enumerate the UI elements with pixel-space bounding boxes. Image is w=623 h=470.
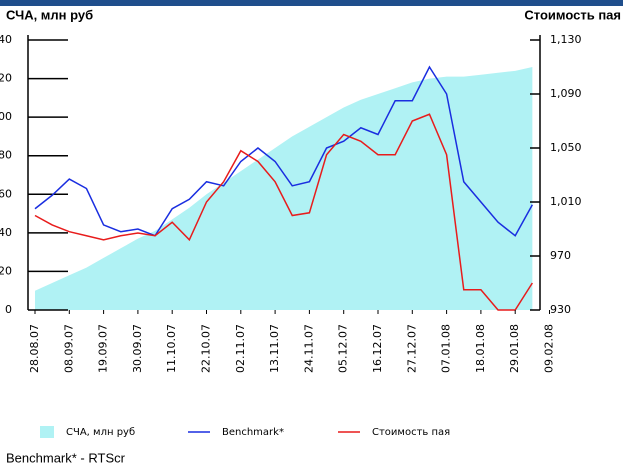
y-tick-label: 140 bbox=[0, 33, 12, 46]
line bbox=[34, 65, 534, 237]
y2-tick-label: 1,050 bbox=[550, 141, 582, 154]
y2-tick-label: 930 bbox=[550, 303, 571, 316]
x-tick-label: 11.10.07 bbox=[165, 324, 178, 373]
y2-axis-title: Стоимость пая bbox=[524, 7, 621, 22]
x-tick-label: 18.01.08 bbox=[474, 324, 487, 373]
line bbox=[34, 113, 533, 311]
y-tick-label: 60 bbox=[0, 187, 12, 200]
y2-tick-label: 1,130 bbox=[550, 33, 582, 46]
y-axis-title: СЧА, млн руб bbox=[6, 7, 93, 22]
x-tick-label: 29.01.08 bbox=[508, 324, 521, 373]
x-tick-label: 30.09.07 bbox=[131, 324, 144, 373]
header-band bbox=[0, 0, 623, 6]
x-tick-label: 05.12.07 bbox=[337, 324, 350, 373]
legend-swatch bbox=[40, 426, 54, 438]
x-tick-label: 27.12.07 bbox=[405, 324, 418, 373]
y-tick-label: 20 bbox=[0, 264, 12, 277]
y-tick-label: 100 bbox=[0, 110, 12, 123]
x-tick-label: 28.08.07 bbox=[28, 324, 41, 373]
area bbox=[35, 67, 533, 310]
legend-label: Benchmark* bbox=[222, 427, 284, 438]
x-tick-label: 22.10.07 bbox=[200, 324, 213, 373]
y-tick-label: 0 bbox=[5, 303, 12, 316]
x-tick-label: 08.09.07 bbox=[62, 324, 75, 373]
x-tick-label: 09.02.08 bbox=[543, 324, 556, 373]
x-tick-label: 07.01.08 bbox=[440, 324, 453, 373]
x-tick-label: 19.09.07 bbox=[97, 324, 110, 373]
y-tick-label: 40 bbox=[0, 226, 12, 239]
x-tick-label: 24.11.07 bbox=[302, 324, 315, 373]
footnote: Benchmark* - RTScr bbox=[6, 450, 126, 465]
x-tick-label: 16.12.07 bbox=[371, 324, 384, 373]
y-tick-label: 80 bbox=[0, 149, 12, 162]
y2-tick-label: 1,010 bbox=[550, 195, 582, 208]
legend-label: Стоимость пая bbox=[372, 427, 450, 438]
y-tick-label: 120 bbox=[0, 72, 12, 85]
x-tick-label: 02.11.07 bbox=[234, 324, 247, 373]
y2-tick-label: 1,090 bbox=[550, 87, 582, 100]
y2-tick-label: 970 bbox=[550, 249, 571, 262]
legend-label: СЧА, млн руб bbox=[66, 427, 135, 438]
x-tick-label: 13.11.07 bbox=[268, 324, 281, 373]
